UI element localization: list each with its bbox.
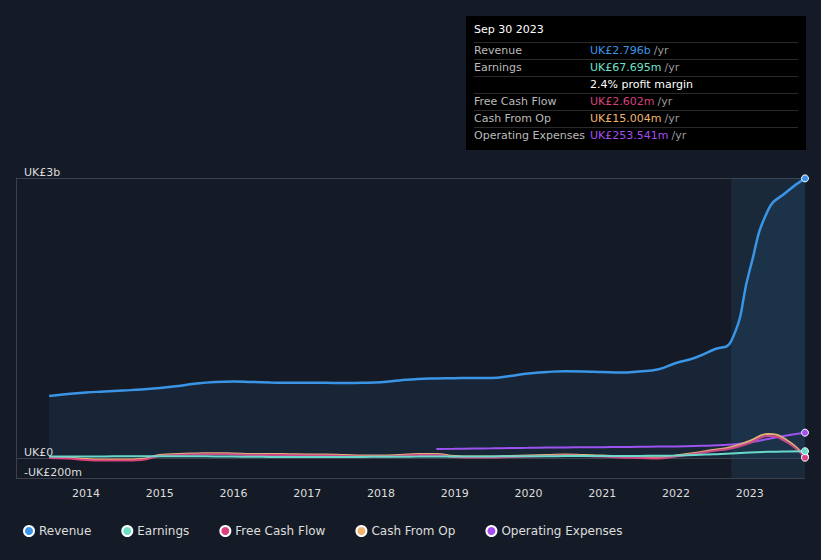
html-text:UK£2.602m /yr: UK£2.602m /yr — [590, 95, 673, 108]
html-text:2.4% profit margin: 2.4% profit margin — [590, 78, 693, 91]
svg-text:2014: 2014 — [72, 487, 100, 500]
svg-text:2015: 2015 — [146, 487, 174, 500]
html-text:Free Cash Flow: Free Cash Flow — [474, 95, 557, 108]
svg-text:-UK£200m: -UK£200m — [24, 466, 82, 479]
svg-text:Free Cash Flow: Free Cash Flow — [235, 524, 325, 538]
svg-text:Cash From Op: Cash From Op — [371, 524, 455, 538]
html-text:UK£15.004m /yr: UK£15.004m /yr — [590, 112, 680, 125]
html-text:UK£253.541m /yr: UK£253.541m /yr — [590, 129, 687, 142]
html-text:UK£67.695m /yr: UK£67.695m /yr — [590, 61, 680, 74]
svg-text:Earnings: Earnings — [137, 524, 189, 538]
svg-text:Revenue: Revenue — [39, 524, 91, 538]
svg-text:2022: 2022 — [662, 487, 690, 500]
html-text:Sep 30 2023: Sep 30 2023 — [474, 23, 544, 36]
html-text:UK£2.796b /yr: UK£2.796b /yr — [590, 44, 669, 57]
svg-text:2019: 2019 — [441, 487, 469, 500]
svg-text:2021: 2021 — [588, 487, 616, 500]
html-text:Revenue: Revenue — [474, 44, 522, 57]
html-text:Earnings: Earnings — [474, 61, 522, 74]
html-text:Cash From Op: Cash From Op — [474, 112, 551, 125]
svg-text:UK£0: UK£0 — [24, 446, 53, 459]
html-text:Operating Expenses: Operating Expenses — [474, 129, 585, 142]
svg-text:2018: 2018 — [367, 487, 395, 500]
svg-text:Operating Expenses: Operating Expenses — [501, 524, 622, 538]
svg-text:2020: 2020 — [514, 487, 542, 500]
svg-text:2017: 2017 — [293, 487, 321, 500]
svg-text:2023: 2023 — [736, 487, 764, 500]
svg-text:UK£3b: UK£3b — [24, 166, 60, 179]
svg-text:2016: 2016 — [220, 487, 248, 500]
